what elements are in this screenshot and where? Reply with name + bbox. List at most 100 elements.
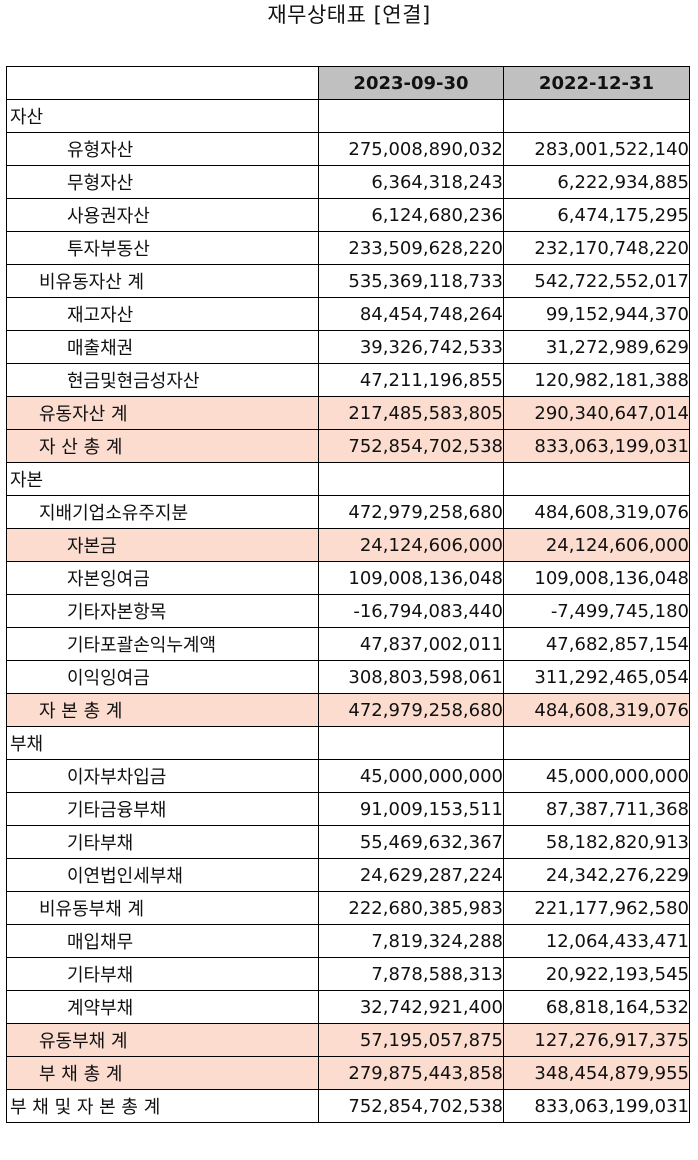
value-2022-12-31: 87,387,711,368: [503, 792, 690, 826]
row-label: 무형자산: [6, 165, 319, 199]
row-label: 이익잉여금: [6, 660, 319, 694]
value-2023-09-30: 45,000,000,000: [318, 759, 504, 793]
table-row: 지배기업소유주지분 472,979,258,680 484,608,319,076: [6, 495, 690, 529]
table-row: 기타부채 7,878,588,313 20,922,193,545: [6, 957, 690, 991]
value-2022-12-31: 99,152,944,370: [503, 297, 690, 331]
row-label: 지배기업소유주지분: [6, 495, 319, 529]
row-label: 부채: [6, 726, 319, 760]
row-label: 자산: [6, 99, 319, 133]
table-row: 자본잉여금 109,008,136,048 109,008,136,048: [6, 561, 690, 595]
value-2023-09-30: 7,819,324,288: [318, 924, 504, 958]
table-row: 유동자산 계 217,485,583,805 290,340,647,014: [6, 396, 690, 430]
row-label: 재고자산: [6, 297, 319, 331]
value-2022-12-31: [503, 726, 690, 760]
value-2022-12-31: [503, 99, 690, 133]
value-2023-09-30: [318, 726, 504, 760]
value-2023-09-30: 47,211,196,855: [318, 363, 504, 397]
value-2023-09-30: [318, 462, 504, 496]
value-2023-09-30: 47,837,002,011: [318, 627, 504, 661]
value-2022-12-31: 47,682,857,154: [503, 627, 690, 661]
table-row: 이연법인세부채 24,629,287,224 24,342,276,229: [6, 858, 690, 892]
value-2023-09-30: 472,979,258,680: [318, 693, 504, 727]
row-label: 기타부채: [6, 825, 319, 859]
table-row: 투자부동산 233,509,628,220 232,170,748,220: [6, 231, 690, 265]
value-2022-12-31: -7,499,745,180: [503, 594, 690, 628]
table-row: 재고자산 84,454,748,264 99,152,944,370: [6, 297, 690, 331]
value-2022-12-31: 31,272,989,629: [503, 330, 690, 364]
row-label: 비유동부채 계: [6, 891, 319, 925]
value-2023-09-30: 275,008,890,032: [318, 132, 504, 166]
value-2023-09-30: 91,009,153,511: [318, 792, 504, 826]
table-row: 매입채무 7,819,324,288 12,064,433,471: [6, 924, 690, 958]
value-2023-09-30: 55,469,632,367: [318, 825, 504, 859]
value-2023-09-30: 24,629,287,224: [318, 858, 504, 892]
value-2022-12-31: 484,608,319,076: [503, 693, 690, 727]
table-row: 부 채 총 계 279,875,443,858 348,454,879,955: [6, 1056, 690, 1090]
row-label: 유형자산: [6, 132, 319, 166]
value-2023-09-30: -16,794,083,440: [318, 594, 504, 628]
value-2023-09-30: 109,008,136,048: [318, 561, 504, 595]
row-label: 이연법인세부채: [6, 858, 319, 892]
value-2022-12-31: 283,001,522,140: [503, 132, 690, 166]
table-row: 기타자본항목 -16,794,083,440 -7,499,745,180: [6, 594, 690, 628]
value-2023-09-30: 32,742,921,400: [318, 990, 504, 1024]
table-row: 자산: [6, 99, 690, 133]
table-row: 기타부채 55,469,632,367 58,182,820,913: [6, 825, 690, 859]
value-2022-12-31: 20,922,193,545: [503, 957, 690, 991]
table-row: 자본: [6, 462, 690, 496]
value-2022-12-31: 127,276,917,375: [503, 1023, 690, 1057]
row-label: 자 본 총 계: [6, 693, 319, 727]
value-2023-09-30: 24,124,606,000: [318, 528, 504, 562]
value-2022-12-31: 833,063,199,031: [503, 1089, 690, 1123]
value-2023-09-30: 233,509,628,220: [318, 231, 504, 265]
table-row: 부 채 및 자 본 총 계 752,854,702,538 833,063,199,…: [6, 1089, 690, 1123]
row-label: 현금및현금성자산: [6, 363, 319, 397]
row-label: 계약부채: [6, 990, 319, 1024]
value-2022-12-31: 58,182,820,913: [503, 825, 690, 859]
row-label: 부 채 및 자 본 총 계: [6, 1089, 319, 1123]
header-row: 2023-09-30 2022-12-31: [6, 66, 690, 100]
value-2022-12-31: 12,064,433,471: [503, 924, 690, 958]
value-2023-09-30: 217,485,583,805: [318, 396, 504, 430]
value-2023-09-30: 84,454,748,264: [318, 297, 504, 331]
value-2022-12-31: 45,000,000,000: [503, 759, 690, 793]
table-row: 이익잉여금 308,803,598,061 311,292,465,054: [6, 660, 690, 694]
value-2023-09-30: 6,124,680,236: [318, 198, 504, 232]
value-2023-09-30: 57,195,057,875: [318, 1023, 504, 1057]
balance-sheet-table: 2023-09-30 2022-12-31 자산 유형자산 275,008,890,…: [6, 66, 690, 1123]
row-label: 사용권자산: [6, 198, 319, 232]
row-label: 유동부채 계: [6, 1023, 319, 1057]
value-2023-09-30: 752,854,702,538: [318, 1089, 504, 1123]
table-row: 계약부채 32,742,921,400 68,818,164,532: [6, 990, 690, 1024]
value-2023-09-30: 752,854,702,538: [318, 429, 504, 463]
table-row: 사용권자산 6,124,680,236 6,474,175,295: [6, 198, 690, 232]
value-2022-12-31: 6,474,175,295: [503, 198, 690, 232]
row-label: 자본: [6, 462, 319, 496]
row-label: 기타부채: [6, 957, 319, 991]
value-2022-12-31: 542,722,552,017: [503, 264, 690, 298]
value-2022-12-31: [503, 462, 690, 496]
row-label: 기타포괄손익누계액: [6, 627, 319, 661]
table-row: 기타금융부채 91,009,153,511 87,387,711,368: [6, 792, 690, 826]
value-2023-09-30: [318, 99, 504, 133]
value-2022-12-31: 311,292,465,054: [503, 660, 690, 694]
column-header-2022-12-31: 2022-12-31: [503, 66, 690, 100]
statement-title: 재무상태표 [연결]: [267, 3, 431, 27]
value-2023-09-30: 222,680,385,983: [318, 891, 504, 925]
table-row: 부채: [6, 726, 690, 760]
row-label: 기타금융부채: [6, 792, 319, 826]
table-row: 현금및현금성자산 47,211,196,855 120,982,181,388: [6, 363, 690, 397]
row-label: 투자부동산: [6, 231, 319, 265]
table-row: 유동부채 계 57,195,057,875 127,276,917,375: [6, 1023, 690, 1057]
table-row: 매출채권 39,326,742,533 31,272,989,629: [6, 330, 690, 364]
value-2022-12-31: 109,008,136,048: [503, 561, 690, 595]
value-2022-12-31: 232,170,748,220: [503, 231, 690, 265]
table-row: 비유동자산 계 535,369,118,733 542,722,552,017: [6, 264, 690, 298]
value-2023-09-30: 39,326,742,533: [318, 330, 504, 364]
value-2023-09-30: 535,369,118,733: [318, 264, 504, 298]
row-label: 비유동자산 계: [6, 264, 319, 298]
value-2022-12-31: 290,340,647,014: [503, 396, 690, 430]
row-label: 부 채 총 계: [6, 1056, 319, 1090]
value-2023-09-30: 308,803,598,061: [318, 660, 504, 694]
value-2022-12-31: 348,454,879,955: [503, 1056, 690, 1090]
